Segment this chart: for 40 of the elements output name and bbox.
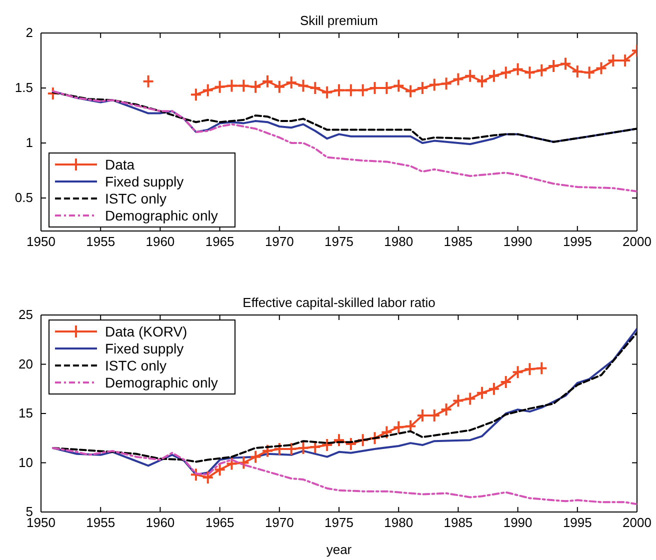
legend-label: ISTC only (105, 358, 166, 374)
x-tick-label: 1975 (324, 515, 354, 530)
x-tick-label: 1975 (324, 234, 354, 250)
x-tick-label: 1960 (146, 515, 175, 530)
x-tick-label: 1980 (384, 515, 414, 530)
legend-label: Data (105, 156, 135, 172)
x-tick-label: 1990 (503, 515, 532, 530)
x-tick-label: 1990 (503, 234, 532, 250)
x-axis-title: year (326, 542, 352, 557)
x-tick-label: 2000 (622, 515, 652, 530)
y-tick-label: 15 (18, 406, 33, 421)
y-tick-label: 2 (26, 25, 33, 40)
x-tick-label: 1985 (444, 234, 473, 250)
x-tick-label: 1995 (562, 234, 592, 250)
x-tick-label: 1980 (384, 234, 414, 250)
x-tick-label: 1995 (562, 515, 592, 530)
y-tick-label: 1.5 (14, 80, 33, 96)
x-tick-label: 1970 (264, 515, 294, 530)
x-tick-label: 1955 (86, 515, 116, 530)
y-tick-label: 1 (26, 135, 33, 150)
legend-label: ISTC only (105, 190, 166, 206)
legend-label: Fixed supply (105, 174, 184, 190)
legend-label: Demographic only (105, 374, 218, 390)
chart-title: Effective capital-skilled labor ratio (242, 295, 436, 310)
x-tick-label: 1985 (444, 515, 473, 530)
y-tick-label: 10 (18, 454, 33, 470)
y-tick-label: 0.5 (14, 190, 33, 206)
x-tick-label: 1970 (264, 234, 294, 250)
x-tick-label: 1965 (205, 515, 234, 530)
x-tick-label: 1965 (205, 234, 234, 250)
legend-label: Demographic only (105, 208, 218, 224)
legend-label: Data (KORV) (105, 324, 188, 340)
x-tick-label: 2000 (622, 234, 652, 250)
y-tick-label: 25 (18, 307, 33, 322)
x-tick-label: 1960 (146, 234, 175, 250)
y-tick-label: 20 (18, 356, 33, 372)
x-tick-label: 1950 (26, 234, 56, 250)
x-tick-label: 1955 (86, 234, 116, 250)
chart-title: Skill premium (300, 13, 378, 28)
legend-label: Fixed supply (105, 340, 184, 356)
